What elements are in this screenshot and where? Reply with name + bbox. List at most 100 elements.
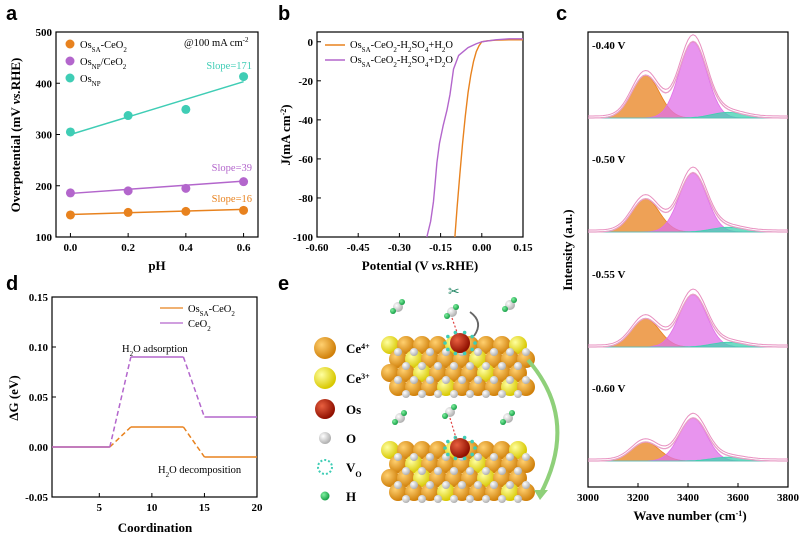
- chart-c: -0.40 V -0.50 V -0.55 V -0.60 V 3000 3200 340…: [560, 31, 800, 523]
- ce-atom: [501, 350, 519, 368]
- ce-atom: [477, 336, 495, 354]
- o-atom: [410, 481, 418, 489]
- o-atom: [434, 467, 442, 475]
- chart-a-point: [65, 210, 75, 220]
- o-atom: [394, 453, 402, 461]
- chart-a-fit-line: [70, 208, 244, 216]
- o-atom: [522, 376, 530, 384]
- water-h-atom: [444, 313, 450, 319]
- chart-d-connector: [109, 426, 132, 448]
- chart-c-xtick-label: 3600: [727, 492, 750, 504]
- dissociation-arrow: [469, 311, 480, 337]
- os-water-bond: [449, 417, 457, 439]
- vacancy-dot: [470, 334, 474, 339]
- chart-b-xtick-label: 0.00: [472, 242, 492, 254]
- chart-a-ytick-label: 300: [36, 130, 53, 142]
- legend-e-h-icon: [320, 491, 330, 501]
- o-atom: [498, 362, 506, 370]
- chart-a-xtick-label: 0.2: [121, 242, 135, 254]
- chart-a-title: @100 mA cm-2: [184, 36, 249, 49]
- o-atom: [450, 362, 458, 370]
- chart-a-xtick-label: 0.6: [237, 242, 251, 254]
- chart-d-ytick-label: -0.05: [25, 492, 48, 504]
- panel-label-a: a: [6, 3, 18, 25]
- o-atom: [498, 495, 506, 503]
- legend-e-o-label: O: [346, 431, 356, 446]
- o-atom: [522, 481, 530, 489]
- chart-d-ytick-label: 0.10: [29, 342, 49, 354]
- o-atom: [482, 495, 490, 503]
- legend-e-os-label: Os: [346, 402, 361, 417]
- transition-arrow: [526, 358, 560, 496]
- vacancy-dot: [453, 351, 458, 356]
- water-h-atom: [509, 410, 515, 416]
- o-atom: [394, 481, 402, 489]
- o-atom: [434, 390, 442, 398]
- spectrum-label: -0.55 V: [592, 269, 625, 281]
- ce-atom: [421, 483, 439, 501]
- vacancy-dot: [470, 439, 474, 444]
- o-atom: [418, 362, 426, 370]
- o-atom: [514, 362, 522, 370]
- ce-atom: [397, 336, 415, 354]
- ce-atom: [405, 350, 423, 368]
- ce-atom: [413, 336, 431, 354]
- chart-a-point: [239, 205, 249, 215]
- ce-atom: [509, 336, 527, 354]
- ce-atom: [381, 364, 399, 382]
- chart-a-point: [181, 206, 191, 216]
- o-atom: [490, 376, 498, 384]
- chart-c-xtick-label: 3000: [577, 492, 600, 504]
- ce-atom: [397, 364, 415, 382]
- ce-atom: [493, 441, 511, 459]
- transition-arrow-head: [534, 490, 548, 500]
- o-atom: [410, 376, 418, 384]
- spectrum-peak-fill: [588, 41, 788, 119]
- chart-d-connector: [109, 356, 132, 448]
- chart-d-connector: [182, 426, 206, 458]
- legend-e-os-icon: [315, 399, 335, 419]
- legend-a-label-2: OsNP: [80, 74, 101, 88]
- panel-label-e: e: [278, 273, 289, 295]
- chart-a-point: [123, 186, 133, 196]
- ce-atom: [501, 455, 519, 473]
- os-water-bond: [451, 317, 459, 336]
- scissors-icon: ✂: [448, 285, 460, 300]
- spectrum-envelope: [588, 171, 788, 233]
- ce-atom: [413, 364, 431, 382]
- o-atom: [474, 376, 482, 384]
- spectrum-label: -0.40 V: [592, 40, 625, 52]
- o-atom: [522, 348, 530, 356]
- o-atom: [466, 362, 474, 370]
- ce-atom: [429, 364, 447, 382]
- ce-atom: [389, 483, 407, 501]
- chart-b-xtick-label: -0.30: [388, 242, 411, 254]
- o-atom: [418, 467, 426, 475]
- o-atom: [458, 376, 466, 384]
- water-h-atom: [451, 404, 457, 410]
- ce-atom: [453, 378, 471, 396]
- annotation-h2o-adsorption: H2O adsorption: [122, 344, 188, 358]
- spectrum-raw: [588, 412, 788, 460]
- vacancy-dot: [453, 456, 458, 461]
- spectrum-peak-fill: [588, 172, 788, 233]
- ce-atom: [405, 378, 423, 396]
- vacancy-dot: [446, 347, 450, 352]
- ce-atom: [469, 455, 487, 473]
- o-atom: [394, 348, 402, 356]
- chart-a-point: [181, 183, 191, 193]
- ce-atom: [413, 469, 431, 487]
- legend-e-ce3-icon: [314, 367, 336, 389]
- ce-atom: [429, 441, 447, 459]
- ce-atom: [429, 469, 447, 487]
- chart-b-xtick-label: -0.60: [306, 242, 329, 254]
- o-atom: [498, 390, 506, 398]
- vacancy-dot: [443, 446, 447, 450]
- chart-d-connector: [182, 356, 206, 418]
- ce-atom: [397, 469, 415, 487]
- chart-b-ytick-label: 0: [308, 37, 314, 49]
- o-atom: [426, 376, 434, 384]
- legend-b-label-1: OsSA-CeO2-H2SO4+D2O: [350, 55, 453, 69]
- o-atom: [514, 467, 522, 475]
- o-atom: [402, 495, 410, 503]
